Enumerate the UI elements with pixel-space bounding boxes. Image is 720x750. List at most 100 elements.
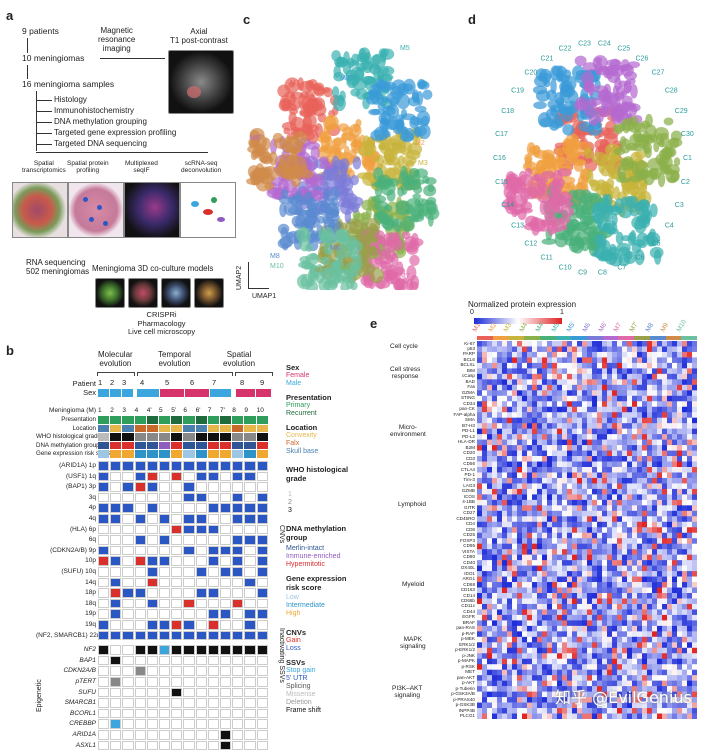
heatmap-cell <box>587 445 592 451</box>
ssv-cell <box>196 656 207 666</box>
heatmap-cell <box>627 401 632 407</box>
heatmap-cell <box>617 516 622 522</box>
heatmap-cell <box>567 516 572 522</box>
umap-c-point <box>350 175 359 185</box>
heatmap-cell <box>687 379 692 385</box>
ssv-cell <box>147 730 158 740</box>
heatmap-cell <box>622 451 627 457</box>
heatmap-cell <box>487 401 492 407</box>
heatmap-cell <box>637 560 642 566</box>
heatmap-cell <box>642 582 647 588</box>
heatmap-cell <box>562 653 567 659</box>
umap-c-label: M3 <box>418 160 428 167</box>
heatmap-cell <box>577 440 582 446</box>
umap-d-point <box>666 164 680 175</box>
heatmap-cell <box>542 385 547 391</box>
heatmap-cell <box>522 620 527 626</box>
heatmap-cell <box>567 604 572 610</box>
heatmap-cell <box>487 631 492 637</box>
heatmap-cell <box>662 494 667 500</box>
heatmap-cell <box>657 401 662 407</box>
heatmap-cell <box>567 440 572 446</box>
heatmap-cell <box>587 533 592 539</box>
heatmap-cell <box>647 626 652 632</box>
heatmap-cell <box>682 472 687 478</box>
heatmap-cell <box>522 653 527 659</box>
heatmap-cell <box>512 363 517 369</box>
heatmap-cell <box>517 500 522 506</box>
heatmap-cell <box>557 445 562 451</box>
heatmap-cell <box>542 352 547 358</box>
heatmap-cell <box>612 489 617 495</box>
heatmap-cell <box>562 615 567 621</box>
heatmap-cell <box>657 615 662 621</box>
heatmap-cell <box>592 653 597 659</box>
heatmap-cell <box>587 582 592 588</box>
cnv-cell <box>183 503 194 513</box>
heatmap-cell <box>527 472 532 478</box>
heatmap-cell <box>562 412 567 418</box>
cnv-cell <box>232 482 243 492</box>
heatmap-cell <box>642 401 647 407</box>
heatmap-cell <box>662 571 667 577</box>
patient-number: 7 <box>212 379 216 388</box>
heatmap-cell <box>542 434 547 440</box>
heatmap-cell <box>637 637 642 643</box>
cnv-cell <box>208 493 219 503</box>
heatmap-cell <box>692 363 697 369</box>
heatmap-cell <box>607 527 612 533</box>
heatmap-cell <box>502 544 507 550</box>
heatmap-cell <box>607 588 612 594</box>
heatmap-cell <box>517 434 522 440</box>
heatmap-cell <box>532 560 537 566</box>
heatmap-cell <box>677 456 682 462</box>
heatmap-cell <box>642 478 647 484</box>
heatmap-cell <box>672 664 677 670</box>
umap-c-point <box>369 268 384 284</box>
heatmap-cell <box>692 440 697 446</box>
heatmap-cell <box>612 379 617 385</box>
heatmap-cell <box>597 659 602 665</box>
heatmap-cell <box>622 401 627 407</box>
heatmap-cell <box>692 609 697 615</box>
heatmap-cell <box>477 692 482 698</box>
heatmap-cell <box>477 500 482 506</box>
ssv-row-label: BAP1 <box>36 657 96 664</box>
heatmap-cell <box>517 505 522 511</box>
ssv-cell <box>98 688 109 698</box>
heatmap-cell <box>592 516 597 522</box>
heatmap-cell <box>562 434 567 440</box>
heatmap-cell <box>677 418 682 424</box>
cnv-cell <box>183 546 194 556</box>
heatmap-cell <box>482 653 487 659</box>
annot-cell <box>220 425 231 433</box>
heatmap-cell <box>647 604 652 610</box>
heatmap-cell <box>637 445 642 451</box>
annot-cell <box>244 433 255 441</box>
heatmap-cell <box>567 352 572 358</box>
heatmap-cell <box>622 522 627 528</box>
cnv-cell <box>122 567 133 577</box>
heatmap-cell <box>662 588 667 594</box>
heatmap-cell <box>642 533 647 539</box>
ssv-cell <box>122 698 133 708</box>
ssv-cell <box>244 656 255 666</box>
heatmap-cell <box>557 478 562 484</box>
heatmap-cell <box>537 692 542 698</box>
heatmap-cell <box>557 467 562 473</box>
heatmap-cell <box>637 494 642 500</box>
heatmap-cell <box>482 462 487 468</box>
heatmap-cell <box>637 357 642 363</box>
umap-d-label: C10 <box>559 264 572 271</box>
heatmap-cell <box>552 549 557 555</box>
heatmap-cell <box>587 489 592 495</box>
heatmap-column-label: M7 <box>613 322 624 334</box>
umap-d-point <box>580 212 594 226</box>
heatmap-cell <box>582 462 587 468</box>
heatmap-cell <box>677 620 682 626</box>
heatmap-cell <box>527 445 532 451</box>
heatmap-cell <box>562 631 567 637</box>
heatmap-cell <box>542 582 547 588</box>
heatmap-cell <box>627 670 632 676</box>
heatmap-cell <box>647 434 652 440</box>
